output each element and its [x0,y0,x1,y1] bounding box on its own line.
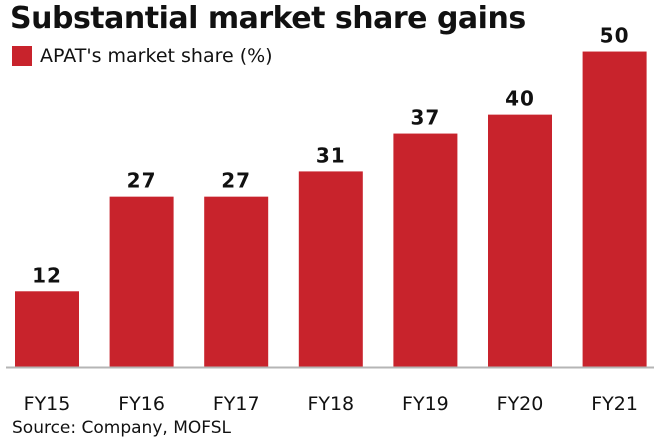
bar-fy18 [298,171,363,367]
chart-legend: APAT's market share (%) [12,44,273,68]
chart-title: Substantial market share gains [10,1,526,36]
bar-fy21 [582,51,647,367]
data-label-fy15: 12 [32,263,62,287]
legend-label: APAT's market share (%) [40,45,273,67]
legend-swatch [12,46,32,66]
source-note: Source: Company, MOFSL [12,418,231,438]
data-label-fy17: 27 [221,169,251,193]
bar-fy17 [204,196,269,367]
bar-fy16 [109,196,174,367]
tick-label-fy16: FY16 [118,393,165,415]
data-label-fy20: 40 [505,87,535,111]
tick-label-fy20: FY20 [497,393,544,415]
bar-fy19 [393,133,458,367]
data-label-fy18: 31 [316,143,346,167]
tick-label-fy21: FY21 [591,393,638,415]
data-label-fy19: 37 [410,106,440,130]
data-label-fy16: 27 [127,169,157,193]
data-label-fy21: 50 [600,24,630,48]
tick-label-fy17: FY17 [213,393,260,415]
bar-fy15 [15,291,79,367]
tick-label-fy18: FY18 [307,393,354,415]
bar-fy20 [488,114,552,368]
tick-label-fy15: FY15 [24,393,71,415]
tick-label-fy19: FY19 [402,393,449,415]
